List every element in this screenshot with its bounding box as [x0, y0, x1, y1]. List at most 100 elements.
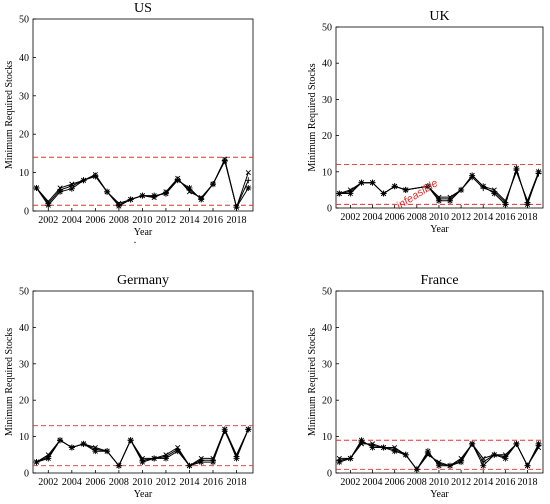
data-point: [402, 186, 409, 193]
x-tick-label: 2010: [429, 477, 449, 488]
y-axis-label: Minimum Required Stocks: [307, 63, 318, 171]
x-tick-label: 2002: [340, 477, 360, 488]
panel-germany: Germany 0 10 20 30 40 50 2002 2004 2006 2008 2010 20…: [4, 273, 254, 500]
x-tick-label: 2008: [407, 212, 427, 223]
data-point: [358, 439, 365, 446]
data-point: [245, 184, 252, 191]
x-tick-label: 2016: [495, 212, 515, 223]
x-tick-label: 2008: [109, 215, 129, 226]
data-point: [127, 437, 134, 444]
data-point: [347, 455, 354, 462]
data-point: [92, 446, 99, 453]
x-tick-label: 2002: [38, 215, 58, 226]
x-axis-label: Year: [430, 224, 449, 235]
x-tick-label: 2012: [156, 215, 176, 226]
y-tick-label: 40: [322, 323, 332, 334]
axes-box: [335, 290, 544, 474]
data-point: [245, 170, 251, 176]
x-tick-label: 2006: [385, 212, 405, 223]
data-point: [369, 179, 376, 186]
data-point: [336, 190, 343, 197]
y-axis-label: Minimum Required Stocks: [4, 328, 15, 436]
x-tick-label: 2018: [518, 477, 538, 488]
data-point: [33, 459, 40, 466]
data-point: [127, 196, 134, 203]
data-point: [402, 451, 409, 458]
x-tick-label: 2006: [85, 477, 105, 488]
y-tick-label: 30: [322, 359, 332, 370]
data-point: [502, 453, 509, 460]
data-point: [68, 183, 75, 190]
y-axis-label: Minimum Required Stocks: [4, 61, 15, 169]
data-point: [139, 192, 146, 199]
y-tick-label: 40: [19, 53, 29, 64]
data-point: [221, 157, 228, 164]
y-tick-label: 0: [24, 469, 29, 480]
data-point: [435, 460, 442, 467]
x-tick-label: 2012: [451, 477, 471, 488]
y-tick-label: 10: [322, 167, 332, 178]
data-point: [458, 186, 465, 193]
x-axis-label: Year: [430, 489, 449, 500]
y-tick-label: 10: [19, 168, 29, 179]
y-tick-label: 50: [19, 15, 29, 26]
data-point: [233, 204, 240, 211]
data-point: [233, 453, 240, 460]
y-tick-label: 30: [19, 359, 29, 370]
data-point: [535, 170, 542, 177]
y-tick-label: 20: [322, 131, 332, 142]
x-tick-label: 2002: [38, 477, 58, 488]
data-point: [68, 444, 75, 451]
panel-title: Germany: [117, 273, 169, 288]
data-point: [524, 199, 531, 206]
data-point: [104, 448, 111, 455]
data-point: [210, 181, 216, 188]
data-point: [413, 466, 420, 473]
y-tick-label: 40: [19, 323, 29, 334]
y-tick-label: 40: [322, 59, 332, 70]
x-tick-label: 2016: [203, 477, 223, 488]
y-tick-label: 0: [24, 207, 29, 218]
x-tick-label: 2010: [132, 215, 152, 226]
y-tick-label: 30: [19, 91, 29, 102]
data-point: [469, 440, 476, 447]
data-point: [174, 446, 181, 453]
x-tick-label: 2010: [429, 212, 449, 223]
data-point: [186, 462, 193, 469]
data-point: [151, 455, 158, 462]
data-point: [369, 442, 376, 449]
data-point: [174, 176, 181, 183]
x-tick-label: 2006: [85, 215, 105, 226]
data-point: [380, 190, 387, 197]
data-point: [480, 462, 487, 469]
data-point: [469, 174, 476, 181]
data-point: [513, 166, 520, 173]
data-point: [115, 462, 122, 469]
y-tick-label: 10: [322, 432, 332, 443]
series-line: [36, 157, 249, 209]
data-point: [391, 446, 398, 453]
data-point: [57, 186, 64, 193]
data-point: [80, 177, 87, 184]
x-tick-label: 2018: [227, 215, 247, 226]
x-tick-label: 2018: [227, 477, 247, 488]
x-tick-label: 2004: [62, 215, 82, 226]
y-tick-label: 20: [322, 396, 332, 407]
y-tick-label: 20: [19, 130, 29, 141]
data-point: [524, 462, 531, 469]
series-line: [36, 158, 249, 209]
x-tick-label: 2016: [203, 215, 223, 226]
data-point: [480, 459, 487, 466]
data-point: [491, 188, 498, 195]
data-point: [198, 195, 205, 202]
data-point: [380, 444, 387, 451]
x-tick-label: 2012: [451, 212, 471, 223]
data-point: [186, 186, 193, 193]
data-point: [447, 462, 454, 469]
x-tick-label: 2004: [62, 477, 82, 488]
x-tick-label: 2004: [363, 212, 383, 223]
x-tick-label: 2014: [179, 477, 199, 488]
data-point: [535, 442, 542, 449]
